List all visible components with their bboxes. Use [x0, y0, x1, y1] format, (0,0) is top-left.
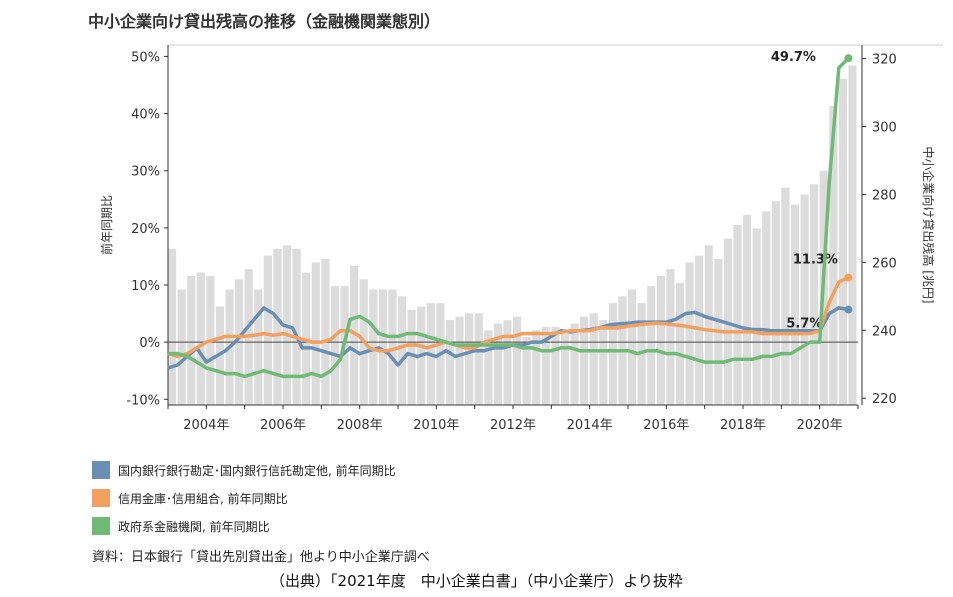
balance-bar: [790, 204, 800, 405]
balance-bar: [685, 262, 694, 405]
legend-label-shinkin: 信用金庫･信用組合, 前年同期比: [118, 491, 288, 506]
balance-bar: [493, 323, 502, 405]
balance-bar: [254, 289, 263, 405]
x-axis-tick-label: 2012年: [490, 418, 536, 433]
balance-bar: [474, 313, 483, 405]
legend-label-government: 政府系金融機関, 前年同期比: [118, 519, 270, 534]
balance-bar: [781, 187, 790, 405]
balance-bar: [743, 214, 752, 405]
series-end-point: [844, 273, 853, 282]
balance-bar: [838, 78, 847, 405]
series-end-point: [844, 54, 853, 63]
x-axis-tick-label: 2004年: [183, 418, 229, 433]
balance-bar: [599, 320, 608, 405]
balance-bar: [800, 194, 809, 405]
balance-bar: [762, 211, 771, 405]
left-axis-tick-label: 30%: [131, 165, 160, 180]
balance-bar: [388, 289, 397, 405]
chart-area: -10% 0% 10% 20% 30% 40% 50% 220 240 260 280 300 320 前…: [99, 44, 943, 433]
source-note: 資料：日本銀行「貸出先別貸出金」他より中小企業庁調べ: [92, 550, 430, 565]
balance-bar: [455, 316, 464, 405]
legend-item-government: 政府系金融機関, 前年同期比: [92, 512, 396, 540]
balance-bar: [187, 275, 196, 405]
balance-bar: [628, 289, 637, 405]
balance-bar: [771, 201, 780, 405]
balance-bar: [273, 248, 282, 405]
chart-legend: 国内銀行銀行勘定･国内銀行信託勘定他, 前年同期比 信用金庫･信用組合, 前年同…: [92, 456, 396, 540]
legend-swatch-government: [92, 517, 110, 535]
balance-bar: [398, 296, 407, 405]
x-axis-tick-label: 2018年: [720, 418, 766, 433]
balance-bar: [647, 286, 656, 405]
legend-label-domestic-banks: 国内銀行銀行勘定･国内銀行信託勘定他, 前年同期比: [118, 463, 396, 478]
right-axis-tick-label: 240: [872, 324, 897, 339]
balance-bar: [465, 313, 474, 405]
left-axis-tick-label: 50%: [131, 50, 160, 65]
balance-bar: [752, 228, 761, 405]
balance-bar: [810, 184, 819, 405]
balance-bar: [551, 326, 560, 405]
balance-bar: [580, 316, 589, 405]
balance-bar: [675, 282, 685, 405]
legend-swatch-shinkin: [92, 489, 110, 507]
balance-bar: [311, 262, 320, 405]
left-axis-tick-label: -10%: [126, 393, 160, 408]
balance-bar: [321, 258, 330, 405]
balance-bar: [292, 248, 301, 405]
x-axis-tick-label: 2016年: [643, 418, 689, 433]
balance-bar: [513, 316, 522, 405]
x-axis-tick-label: 2020年: [797, 418, 843, 433]
series-end-label: 49.7%: [771, 50, 816, 65]
x-axis-tick-label: 2008年: [337, 418, 383, 433]
balance-bar: [522, 337, 531, 405]
balance-bar: [656, 275, 665, 405]
series-end-point: [844, 305, 853, 314]
citation-text: （出典）「2021年度 中小企業白書」（中小企業庁）より抜粋: [270, 572, 683, 590]
balance-bar: [263, 255, 272, 405]
right-axis-tick-label: 300: [872, 121, 897, 136]
right-axis-tick-label: 220: [872, 392, 897, 407]
balance-bar: [704, 245, 713, 405]
left-axis-tick-label: 0%: [139, 336, 160, 351]
balance-bar: [589, 313, 598, 405]
balance-bar: [560, 333, 570, 405]
balance-bar: [350, 265, 359, 405]
legend-swatch-domestic-banks: [92, 461, 110, 479]
balance-bar: [378, 289, 387, 405]
balance-bar: [733, 225, 742, 405]
balance-bar: [177, 289, 186, 405]
balance-bar: [484, 330, 493, 405]
series-end-label: 5.7%: [786, 317, 822, 332]
left-axis-tick-label: 10%: [131, 279, 160, 294]
legend-item-domestic-banks: 国内銀行銀行勘定･国内銀行信託勘定他, 前年同期比: [92, 456, 396, 484]
left-axis-tick-label: 40%: [131, 108, 160, 123]
x-axis-tick-label: 2010年: [413, 418, 459, 433]
balance-bar: [168, 248, 177, 405]
series-line: [168, 56, 850, 379]
right-axis-tick-label: 320: [872, 53, 897, 68]
balance-bar: [666, 269, 675, 405]
left-axis-tick-label: 20%: [131, 222, 160, 237]
balance-bar: [330, 286, 340, 405]
balance-bar: [848, 65, 857, 406]
series-end-label: 11.3%: [793, 253, 838, 268]
chart-title: 中小企業向け貸出残高の推移（金融機関業態別）: [88, 12, 441, 31]
left-axis-title: 前年同期比: [99, 195, 114, 255]
balance-bar: [532, 330, 541, 405]
balance-bar: [196, 272, 205, 405]
balance-bar: [829, 106, 838, 405]
right-axis-title: 中小企業向け貸出残高 [兆円]: [921, 146, 936, 303]
legend-item-shinkin: 信用金庫･信用組合, 前年同期比: [92, 484, 396, 512]
right-axis-tick-label: 260: [872, 256, 897, 271]
balance-bar: [541, 326, 550, 405]
balance-bar: [608, 303, 617, 405]
right-axis-tick-label: 280: [872, 188, 897, 203]
balance-bar: [407, 309, 416, 405]
x-axis-tick-label: 2006年: [260, 418, 306, 433]
balance-bar: [570, 323, 579, 405]
x-axis-tick-label: 2014年: [567, 418, 613, 433]
series-line: [167, 276, 850, 359]
balance-bar: [445, 320, 455, 405]
balance-bar: [503, 320, 512, 405]
